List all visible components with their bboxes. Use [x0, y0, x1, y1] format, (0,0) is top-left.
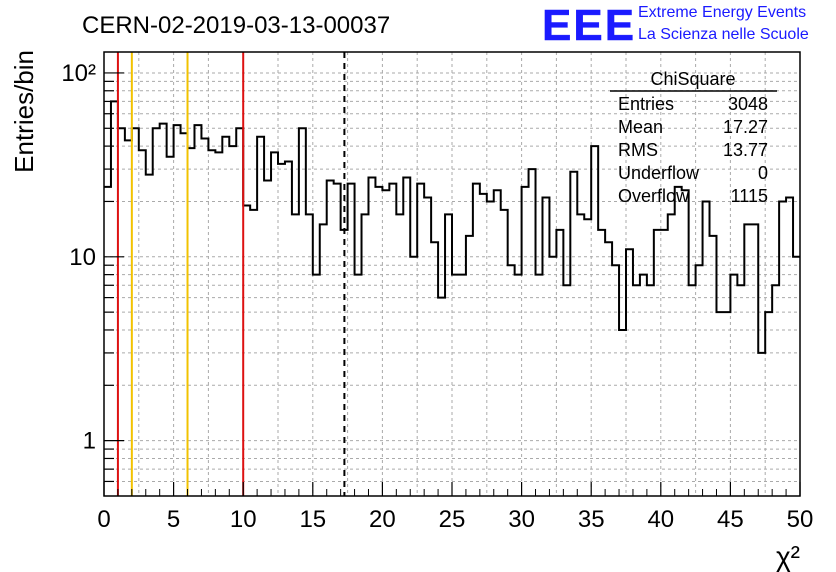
y-tick-label: 1: [83, 428, 96, 455]
stats-label-rms: RMS: [618, 140, 658, 160]
stats-value-mean: 17.27: [723, 117, 768, 137]
axis-ticks: 0 5 10 15 20 25 30 35 40 45 50 1 10 10²: [61, 60, 813, 533]
y-tick-label: 10: [69, 244, 96, 271]
stats-value-overflow: 1115: [731, 186, 768, 206]
x-tick-label: 50: [787, 506, 814, 533]
stats-title: ChiSquare: [650, 69, 735, 89]
x-tick-label: 20: [369, 506, 396, 533]
x-axis-label: χ²: [776, 541, 800, 572]
stats-label-mean: Mean: [618, 117, 663, 137]
stats-label-entries: Entries: [618, 94, 674, 114]
x-tick-label: 25: [439, 506, 466, 533]
histogram-line: [104, 100, 800, 354]
eee-logo: EEE: [542, 1, 636, 50]
logo-line-2: La Scienza nelle Scuole: [638, 26, 809, 43]
stats-label-underflow: Underflow: [618, 163, 700, 183]
stats-value-underflow: 0: [758, 163, 768, 183]
x-tick-label: 45: [717, 506, 744, 533]
x-tick-label: 10: [230, 506, 257, 533]
reference-lines: [116, 52, 346, 496]
x-tick-label: 0: [97, 506, 110, 533]
stats-label-overflow: Overflow: [618, 186, 690, 206]
y-axis-label: Entries/bin: [9, 50, 39, 173]
stats-value-entries: 3048: [728, 94, 768, 114]
logo-line-1: Extreme Energy Events: [638, 4, 806, 21]
x-tick-label: 5: [167, 506, 180, 533]
stats-box: ChiSquare Entries 3048 Mean 17.27 RMS 13…: [610, 69, 777, 206]
x-tick-label: 30: [508, 506, 535, 533]
x-tick-label: 15: [299, 506, 326, 533]
y-tick-label: 10²: [61, 60, 96, 87]
x-tick-label: 40: [647, 506, 674, 533]
stats-value-rms: 13.77: [723, 140, 768, 160]
run-title: CERN-02-2019-03-13-00037: [82, 12, 390, 39]
x-tick-label: 35: [578, 506, 605, 533]
